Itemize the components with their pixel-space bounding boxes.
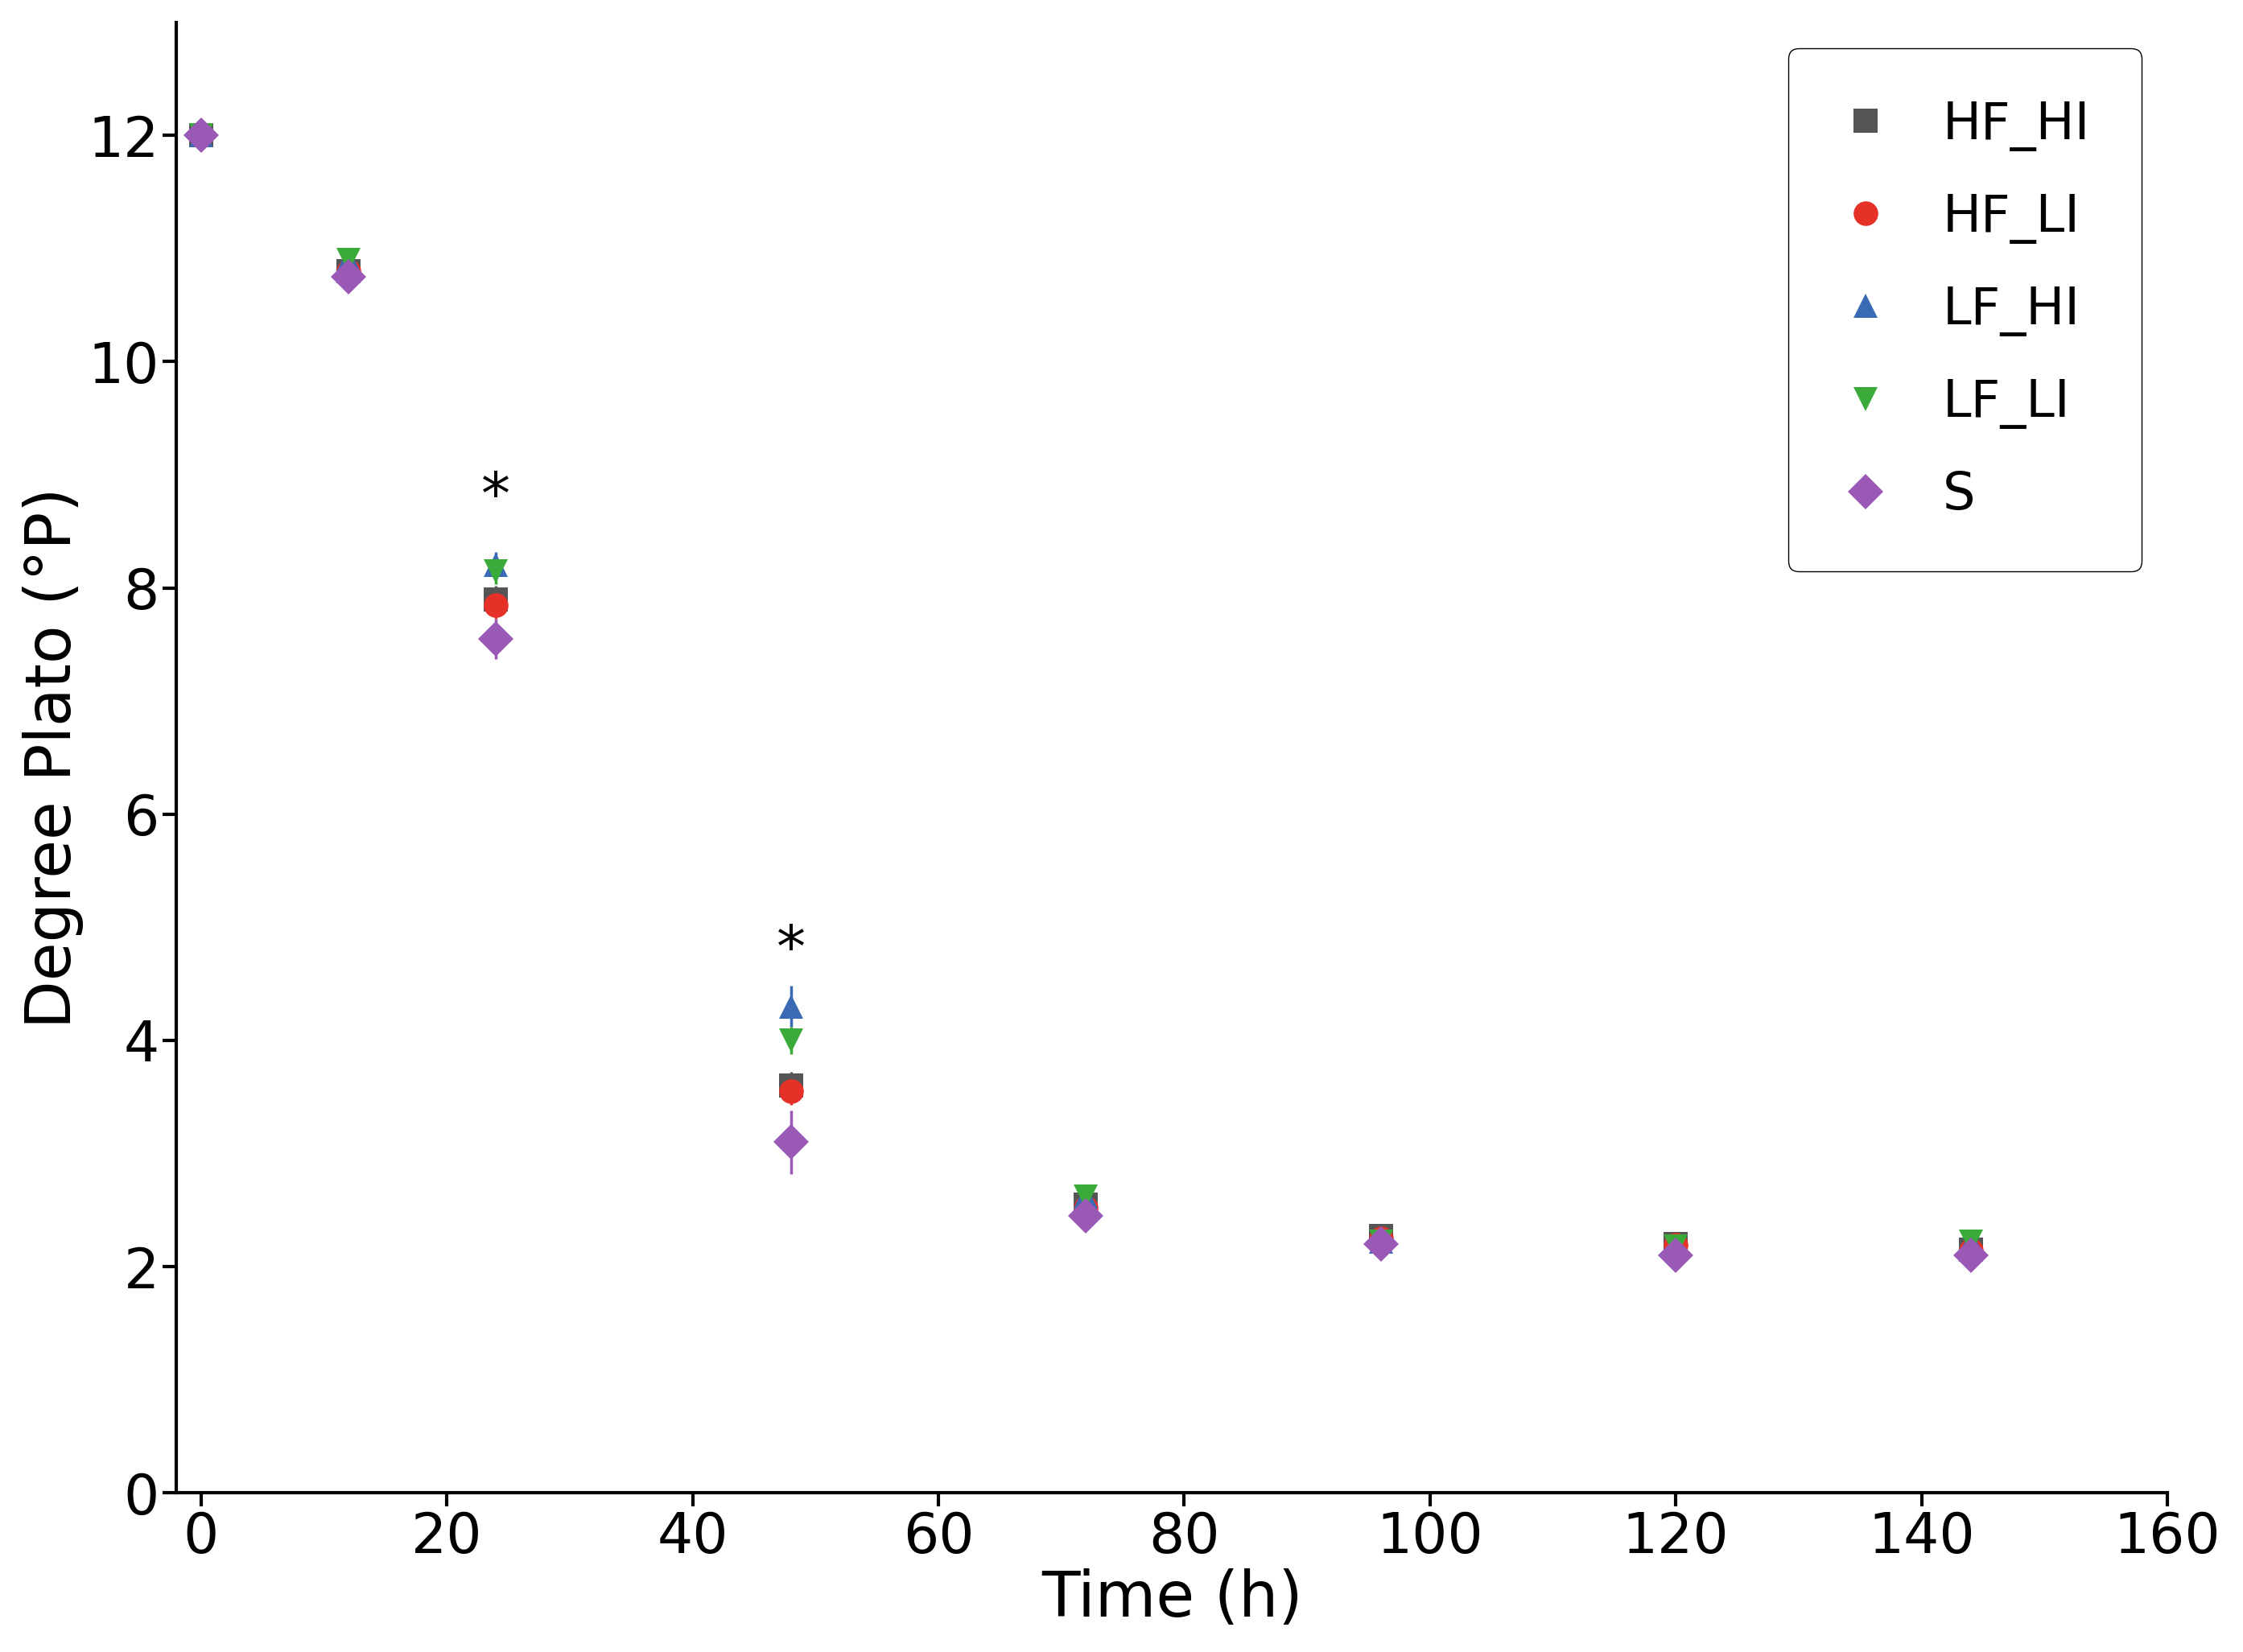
Text: *: * [482,471,511,525]
Y-axis label: Degree Plato (°P): Degree Plato (°P) [22,487,83,1028]
Text: *: * [776,922,805,978]
X-axis label: Time (h): Time (h) [1041,1568,1303,1629]
Legend: HF_HI, HF_LI, LF_HI, LF_LI, S: HF_HI, HF_LI, LF_HI, LF_LI, S [1788,48,2142,572]
